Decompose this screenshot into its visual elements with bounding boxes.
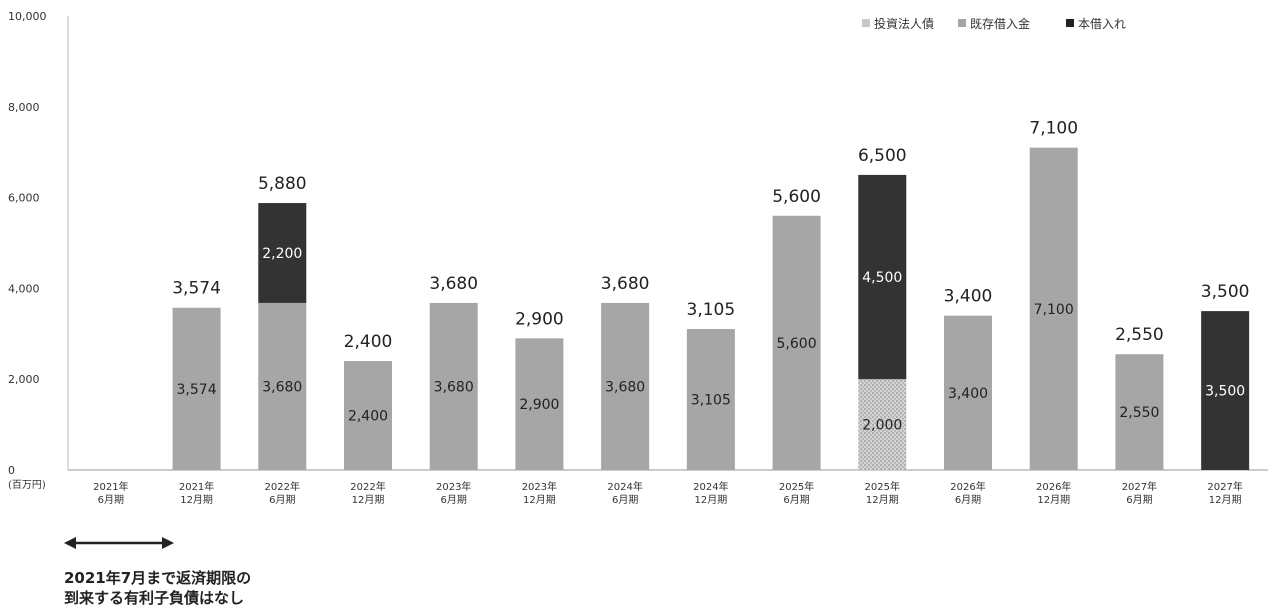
total-value-label: 7,100 — [1029, 119, 1078, 139]
x-tick-label: 6月期 — [955, 494, 981, 506]
total-value-label: 3,105 — [687, 300, 736, 320]
annotation-line-1: 2021年7月まで返済期限の — [64, 569, 252, 587]
legend-label: 既存借入金 — [970, 16, 1030, 31]
bar-segment — [258, 203, 307, 303]
x-tick-label: 12月期 — [180, 494, 213, 506]
total-value-label: 3,680 — [429, 274, 478, 294]
segment-value-label: 2,400 — [348, 409, 388, 425]
bar-segment — [686, 329, 735, 470]
legend: 投資法人債 既存借入金 本借入れ — [862, 16, 1126, 31]
legend-label: 本借入れ — [1078, 17, 1126, 31]
x-tick-label: 2025年 — [779, 480, 814, 493]
bar-segment — [1201, 311, 1250, 470]
x-tick-label: 2021年 — [179, 480, 214, 493]
x-tick-label: 6月期 — [783, 494, 809, 506]
total-value-label: 2,550 — [1115, 325, 1164, 345]
x-tick-label: 12月期 — [1209, 494, 1242, 506]
legend-label: 投資法人債 — [874, 16, 934, 31]
segment-value-label: 2,900 — [519, 397, 559, 413]
x-tick-label: 2022年 — [350, 480, 385, 493]
total-value-label: 3,680 — [601, 274, 650, 294]
total-value-label: 2,900 — [515, 309, 564, 329]
x-tick-label: 2023年 — [436, 480, 471, 493]
x-tick-label: 2026年 — [1036, 480, 1071, 493]
bar-segment — [944, 315, 992, 470]
x-tick-label: 6月期 — [441, 494, 467, 506]
segment-value-label: 2,200 — [262, 246, 302, 262]
x-tick-label: 12月期 — [523, 494, 556, 506]
segment-value-label: 3,105 — [691, 393, 731, 409]
bar-segment — [858, 379, 907, 470]
total-value-label: 3,400 — [944, 287, 993, 307]
x-tick-label: 2025年 — [865, 480, 900, 493]
x-tick-label: 2027年 — [1122, 480, 1157, 493]
segment-value-label: 3,680 — [262, 379, 302, 395]
segment-value-label: 2,000 — [862, 418, 902, 434]
bar-segment — [601, 302, 650, 470]
legend-swatch — [1066, 19, 1074, 27]
double-arrow-icon — [64, 537, 174, 549]
bar-segment — [344, 361, 392, 470]
x-tick-label: 6月期 — [269, 494, 295, 506]
segment-value-label: 7,100 — [1034, 302, 1074, 318]
x-tick-label: 2021年 — [93, 480, 128, 493]
legend-swatch — [958, 19, 966, 27]
bar-segment — [858, 174, 907, 380]
y-tick-label: 0 — [8, 464, 15, 477]
x-tick-label: 6月期 — [98, 494, 124, 506]
unit-label: (百万円) — [8, 479, 46, 491]
bar-segment — [172, 307, 221, 470]
y-tick-label: 8,000 — [8, 101, 40, 114]
x-tick-label: 12月期 — [866, 494, 899, 506]
x-tick-label: 2024年 — [693, 480, 728, 493]
x-tick-label: 12月期 — [352, 494, 385, 506]
segment-value-label: 5,600 — [777, 336, 817, 352]
x-tick-label: 2026年 — [950, 480, 985, 493]
segment-value-label: 3,680 — [434, 379, 474, 395]
y-tick-label: 2,000 — [8, 373, 40, 386]
annotation-note: 2021年7月まで返済期限の 到来する有利子負債はなし — [64, 568, 251, 608]
data-labels: 2021年6月期2021年12月期3,5743,5742022年6月期3,680… — [93, 119, 1249, 506]
x-tick-label: 2027年 — [1207, 480, 1242, 493]
y-tick-label: 10,000 — [8, 10, 47, 23]
total-value-label: 5,880 — [258, 174, 307, 194]
segment-value-label: 3,400 — [948, 386, 988, 402]
total-value-label: 6,500 — [858, 146, 907, 166]
y-tick-label: 6,000 — [8, 192, 40, 205]
segment-value-label: 3,500 — [1205, 384, 1245, 400]
total-value-label: 2,400 — [344, 332, 393, 352]
bar-segment — [515, 338, 564, 470]
bars — [172, 147, 1250, 470]
segment-value-label: 4,500 — [862, 270, 902, 286]
segment-value-label: 3,574 — [177, 382, 217, 398]
bar-segment — [1115, 354, 1164, 470]
bar-segment — [772, 215, 821, 470]
bar-segment — [258, 302, 307, 470]
x-tick-label: 2022年 — [265, 480, 300, 493]
x-tick-label: 12月期 — [1037, 494, 1070, 506]
bar-segment — [429, 302, 478, 470]
total-value-label: 5,600 — [772, 187, 821, 207]
segment-value-label: 2,550 — [1119, 405, 1159, 421]
bar-segment — [1029, 147, 1078, 470]
annotation-line-2: 到来する有利子負債はなし — [64, 589, 245, 607]
x-tick-label: 12月期 — [694, 494, 727, 506]
x-tick-label: 6月期 — [1126, 494, 1152, 506]
segment-value-label: 3,680 — [605, 379, 645, 395]
x-tick-label: 6月期 — [612, 494, 638, 506]
total-value-label: 3,574 — [172, 279, 221, 299]
y-tick-label: 4,000 — [8, 282, 40, 295]
total-value-label: 3,500 — [1201, 282, 1250, 302]
x-tick-label: 2024年 — [607, 480, 642, 493]
legend-swatch — [862, 19, 870, 27]
x-tick-label: 2023年 — [522, 480, 557, 493]
